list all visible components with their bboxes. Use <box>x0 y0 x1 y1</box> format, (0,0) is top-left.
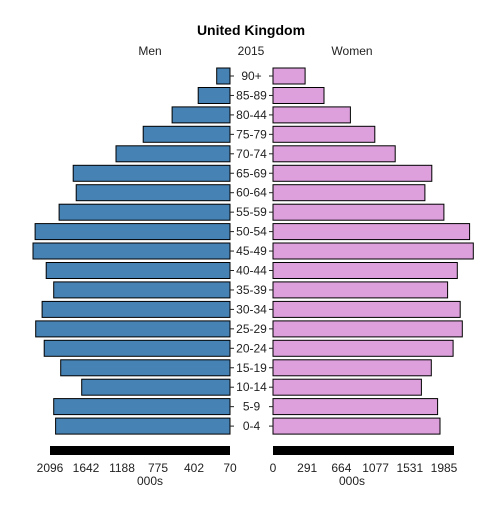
men-bar-60-64 <box>75 184 231 202</box>
age-label-20-24: 20-24 <box>236 341 267 355</box>
age-label-65-69: 65-69 <box>236 166 267 180</box>
women-tick-291: 291 <box>297 461 317 475</box>
men-bar-10-14 <box>81 378 231 396</box>
women-tick-1531: 1531 <box>396 461 423 475</box>
men-bar-55-59 <box>58 203 231 221</box>
men-bar-25-29 <box>35 320 231 338</box>
men-tick-402: 402 <box>184 461 204 475</box>
women-bar-55-59 <box>272 203 445 221</box>
women-bar-45-49 <box>272 242 474 260</box>
age-label-70-74: 70-74 <box>236 147 267 161</box>
women-bar-15-19 <box>272 359 432 377</box>
women-bar-85-89 <box>272 87 325 104</box>
women-bar-80-44 <box>272 106 351 124</box>
women-bar-35-39 <box>272 281 449 299</box>
men-bar-80-44 <box>171 106 231 124</box>
age-label-0-4: 0-4 <box>243 419 261 433</box>
women-bar-20-24 <box>272 339 454 357</box>
men-bar-70-74 <box>115 145 231 163</box>
men-tick-1642: 1642 <box>73 461 100 475</box>
men-bar-20-24 <box>43 339 231 357</box>
women-unit-label: 000s <box>339 474 365 488</box>
age-label-60-64: 60-64 <box>236 186 267 200</box>
men-unit-label: 000s <box>137 474 163 488</box>
men-tick-2096: 2096 <box>37 461 64 475</box>
age-label-75-79: 75-79 <box>236 127 267 141</box>
men-bar-50-54 <box>34 223 231 241</box>
age-label-35-39: 35-39 <box>236 283 267 297</box>
age-label-45-49: 45-49 <box>236 244 267 258</box>
women-bar-40-44 <box>272 262 458 279</box>
women-tick-1985: 1985 <box>431 461 458 475</box>
men-bar-45-49 <box>32 242 231 260</box>
women-tick-664: 664 <box>331 461 351 475</box>
age-labels-group: 0-4 5-9 10-14 15-19 20-24 25-29 30-34 35-39 40-4… <box>230 69 273 433</box>
men-bar-30-34 <box>41 300 231 318</box>
women-bar-70-74 <box>272 145 396 163</box>
age-label-25-29: 25-29 <box>236 322 267 336</box>
age-label-90plus: 90+ <box>241 69 261 83</box>
age-label-55-59: 55-59 <box>236 205 267 219</box>
age-label-30-34: 30-34 <box>236 302 267 316</box>
men-tick-70: 70 <box>223 461 237 475</box>
chart-title: United Kingdom <box>197 22 305 38</box>
women-bar-30-34 <box>272 300 461 318</box>
women-tick-1077: 1077 <box>362 461 389 475</box>
men-bar-15-19 <box>60 359 231 377</box>
age-label-80-44: 80-44 <box>236 108 267 122</box>
axis-ticks-group: 2096 1642 1188 775 402 70 0 291 664 1077 1531 1985 <box>37 461 458 475</box>
men-bar-35-39 <box>53 281 231 299</box>
age-label-50-54: 50-54 <box>236 225 267 239</box>
women-bar-60-64 <box>272 184 426 202</box>
women-bar-0-4 <box>272 417 441 435</box>
women-bar-10-14 <box>272 378 422 396</box>
women-tick-0: 0 <box>270 461 277 475</box>
age-label-15-19: 15-19 <box>236 361 267 375</box>
men-bar-90plus <box>216 67 231 85</box>
men-axis-band <box>50 446 230 455</box>
age-label-5-9: 5-9 <box>243 400 261 414</box>
men-bar-40-44 <box>45 262 231 279</box>
year-label: 2015 <box>238 44 265 58</box>
age-label-10-14: 10-14 <box>236 380 267 394</box>
men-bar-85-89 <box>197 87 231 104</box>
men-tick-775: 775 <box>148 461 168 475</box>
men-bar-5-9 <box>53 398 231 416</box>
women-bar-50-54 <box>272 223 471 241</box>
women-bar-25-29 <box>272 320 463 338</box>
age-label-40-44: 40-44 <box>236 264 267 278</box>
women-bar-90plus <box>272 67 306 85</box>
women-bar-65-69 <box>272 164 433 182</box>
men-bar-0-4 <box>55 417 231 435</box>
women-bar-5-9 <box>272 398 439 416</box>
men-bar-65-69 <box>72 164 231 182</box>
age-label-85-89: 85-89 <box>236 88 267 102</box>
men-tick-1188: 1188 <box>109 461 135 475</box>
women-axis-band <box>273 446 454 455</box>
women-label: Women <box>331 44 372 58</box>
women-bar-75-79 <box>272 125 376 143</box>
men-label: Men <box>138 44 161 58</box>
men-bar-75-79 <box>142 125 231 143</box>
